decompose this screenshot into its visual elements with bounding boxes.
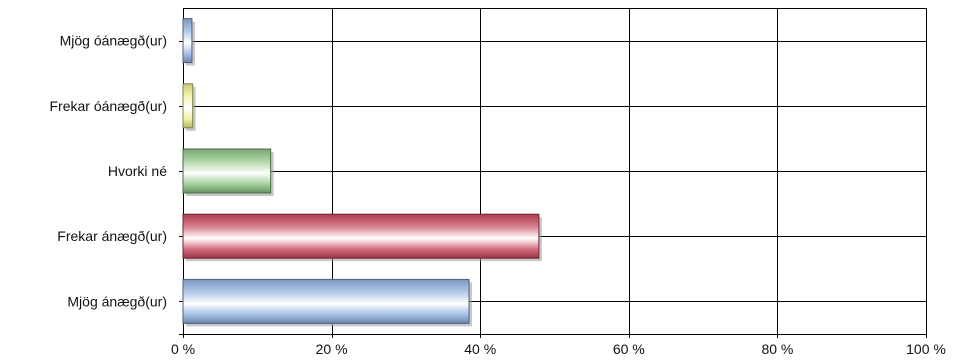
x-tick-label: 80 % — [761, 341, 793, 357]
x-tick-label: 100 % — [906, 341, 946, 357]
bar — [182, 213, 540, 259]
bar — [182, 278, 470, 324]
category-label: Frekar óánægð(ur) — [50, 98, 168, 114]
bar — [182, 83, 194, 129]
x-axis-tick-labels: 0 % 20 % 40 % 60 % 80 % 100 % — [171, 341, 946, 357]
category-label: Hvorki né — [108, 163, 167, 179]
x-tick-label: 40 % — [464, 341, 496, 357]
category-labels: Mjög óánægð(ur) Frekar óánægð(ur) Hvorki n… — [50, 33, 168, 310]
bar — [182, 18, 193, 64]
category-label: Frekar ánægð(ur) — [57, 228, 167, 244]
x-tick-label: 60 % — [613, 341, 645, 357]
category-label: Mjög ánægð(ur) — [67, 293, 167, 309]
bars — [182, 18, 542, 327]
x-tick-label: 20 % — [316, 341, 348, 357]
bar — [182, 148, 272, 194]
x-tick-label: 0 % — [171, 341, 195, 357]
category-label: Mjög óánægð(ur) — [60, 33, 167, 49]
